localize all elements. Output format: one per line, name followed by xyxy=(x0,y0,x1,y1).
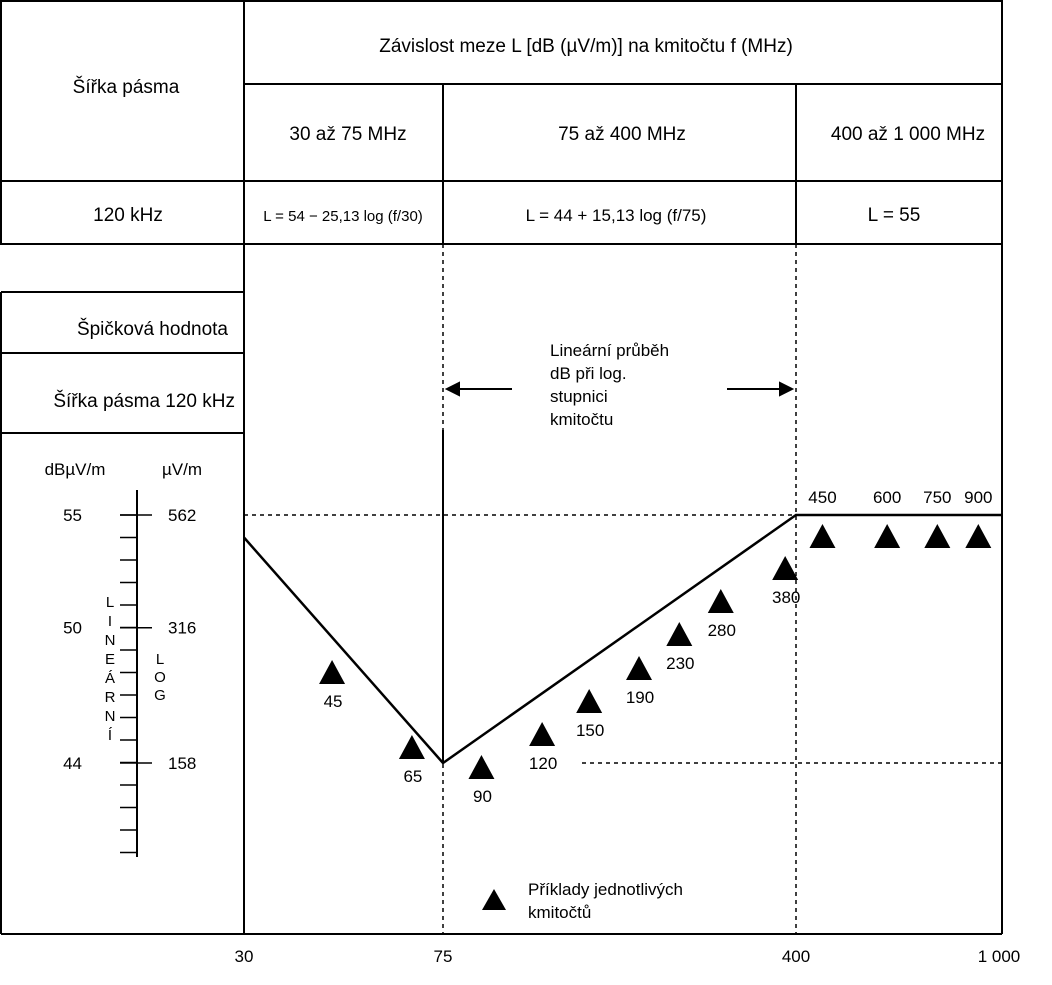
log-letter: G xyxy=(154,687,166,704)
bandwidth-header: Šířka pásma xyxy=(73,76,180,98)
marker-label: 150 xyxy=(576,721,604,740)
marker-label: 90 xyxy=(473,787,492,806)
linear-letter: R xyxy=(105,689,116,706)
range-400-1000: 400 až 1 000 MHz xyxy=(831,124,985,145)
linear-letter: N xyxy=(105,708,116,725)
linear-letter: L xyxy=(106,594,114,611)
bandwidth-label: Šířka pásma 120 kHz xyxy=(53,390,235,412)
marker-triangle xyxy=(965,524,992,548)
linear-range-arrows xyxy=(444,381,795,397)
scale-db-label: 50 xyxy=(63,619,82,638)
marker-triangle xyxy=(809,524,836,548)
linear-letter: Í xyxy=(108,727,113,744)
x-tick-label: 30 xyxy=(235,947,254,966)
marker-label: 45 xyxy=(324,692,343,711)
linear-note-line-3: stupnici xyxy=(550,387,608,406)
marker-label: 450 xyxy=(808,488,836,507)
scale-uv-label: 316 xyxy=(168,619,196,638)
limit-line-series xyxy=(243,513,1002,765)
table-outer-border xyxy=(0,0,1003,245)
marker-label: 190 xyxy=(626,688,654,707)
linear-note-line-4: kmitočtu xyxy=(550,410,613,429)
marker-label: 900 xyxy=(964,488,992,507)
marker-triangle xyxy=(529,722,556,746)
log-letter: O xyxy=(154,669,166,686)
linear-letter: I xyxy=(108,613,112,630)
scale-uv-label: 562 xyxy=(168,506,196,525)
marker-triangle xyxy=(576,689,603,713)
unit-db: dBµV/m xyxy=(45,460,106,479)
x-tick-label: 1 000 xyxy=(978,947,1021,966)
scale-labels: 55 50 44 562 316 158 xyxy=(63,506,196,773)
linear-note-line-1: Lineární průběh xyxy=(550,341,669,360)
arrow-left-head xyxy=(444,381,460,397)
example-frequency-markers: 45 65 90 120 150 190 230 280 380 450 600 750 900 xyxy=(319,488,993,806)
scale-axis xyxy=(120,490,152,857)
detector-label: Špičková hodnota xyxy=(77,318,228,340)
legend-note-line-1: Příklady jednotlivých xyxy=(528,880,683,899)
legend-triangle-icon xyxy=(482,889,506,910)
plot-frame xyxy=(244,244,1003,934)
marker-label: 380 xyxy=(772,588,800,607)
unit-uv: µV/m xyxy=(162,460,202,479)
formula-30-75: L = 54 − 25,13 log (f/30) xyxy=(263,208,423,225)
linear-letter: E xyxy=(105,651,115,668)
range-30-75: 30 až 75 MHz xyxy=(289,124,406,145)
legend-note-line-2: kmitočtů xyxy=(528,903,591,922)
linear-letter: N xyxy=(105,632,116,649)
marker-triangle xyxy=(772,556,799,580)
linear-letter: Á xyxy=(105,670,115,687)
marker-triangle xyxy=(398,735,425,759)
scale-uv-label: 158 xyxy=(168,754,196,773)
marker-label: 280 xyxy=(708,621,736,640)
marker-label: 750 xyxy=(923,488,951,507)
formula-75-400: L = 44 + 15,13 log (f/75) xyxy=(526,206,707,225)
x-tick-label: 75 xyxy=(434,947,453,966)
header-table xyxy=(0,0,1003,245)
marker-triangle xyxy=(924,524,951,548)
formula-400-1000: L = 55 xyxy=(868,205,921,226)
x-tick-label: 400 xyxy=(782,947,810,966)
x-axis-tick-labels: 30 75 400 1 000 xyxy=(235,947,1021,966)
marker-label: 600 xyxy=(873,488,901,507)
marker-label: 120 xyxy=(529,754,557,773)
linear-note-line-2: dB při log. xyxy=(550,364,627,383)
scale-db-label: 44 xyxy=(63,754,82,773)
marker-triangle xyxy=(666,622,693,646)
bandwidth-value: 120 kHz xyxy=(93,205,163,226)
marker-triangle xyxy=(626,656,653,680)
arrow-right-head xyxy=(779,381,795,397)
marker-triangle xyxy=(874,524,901,548)
marker-triangle xyxy=(468,755,495,779)
range-75-400: 75 až 400 MHz xyxy=(558,124,686,145)
log-letter: L xyxy=(156,651,164,668)
marker-label: 65 xyxy=(403,767,422,786)
marker-label: 230 xyxy=(666,654,694,673)
main-title: Závislost meze L [dB (µV/m)] na kmitočtu… xyxy=(379,36,793,57)
scale-db-label: 55 xyxy=(63,506,82,525)
marker-triangle xyxy=(319,660,346,684)
left-panel xyxy=(0,244,1002,935)
marker-triangle xyxy=(707,589,734,613)
